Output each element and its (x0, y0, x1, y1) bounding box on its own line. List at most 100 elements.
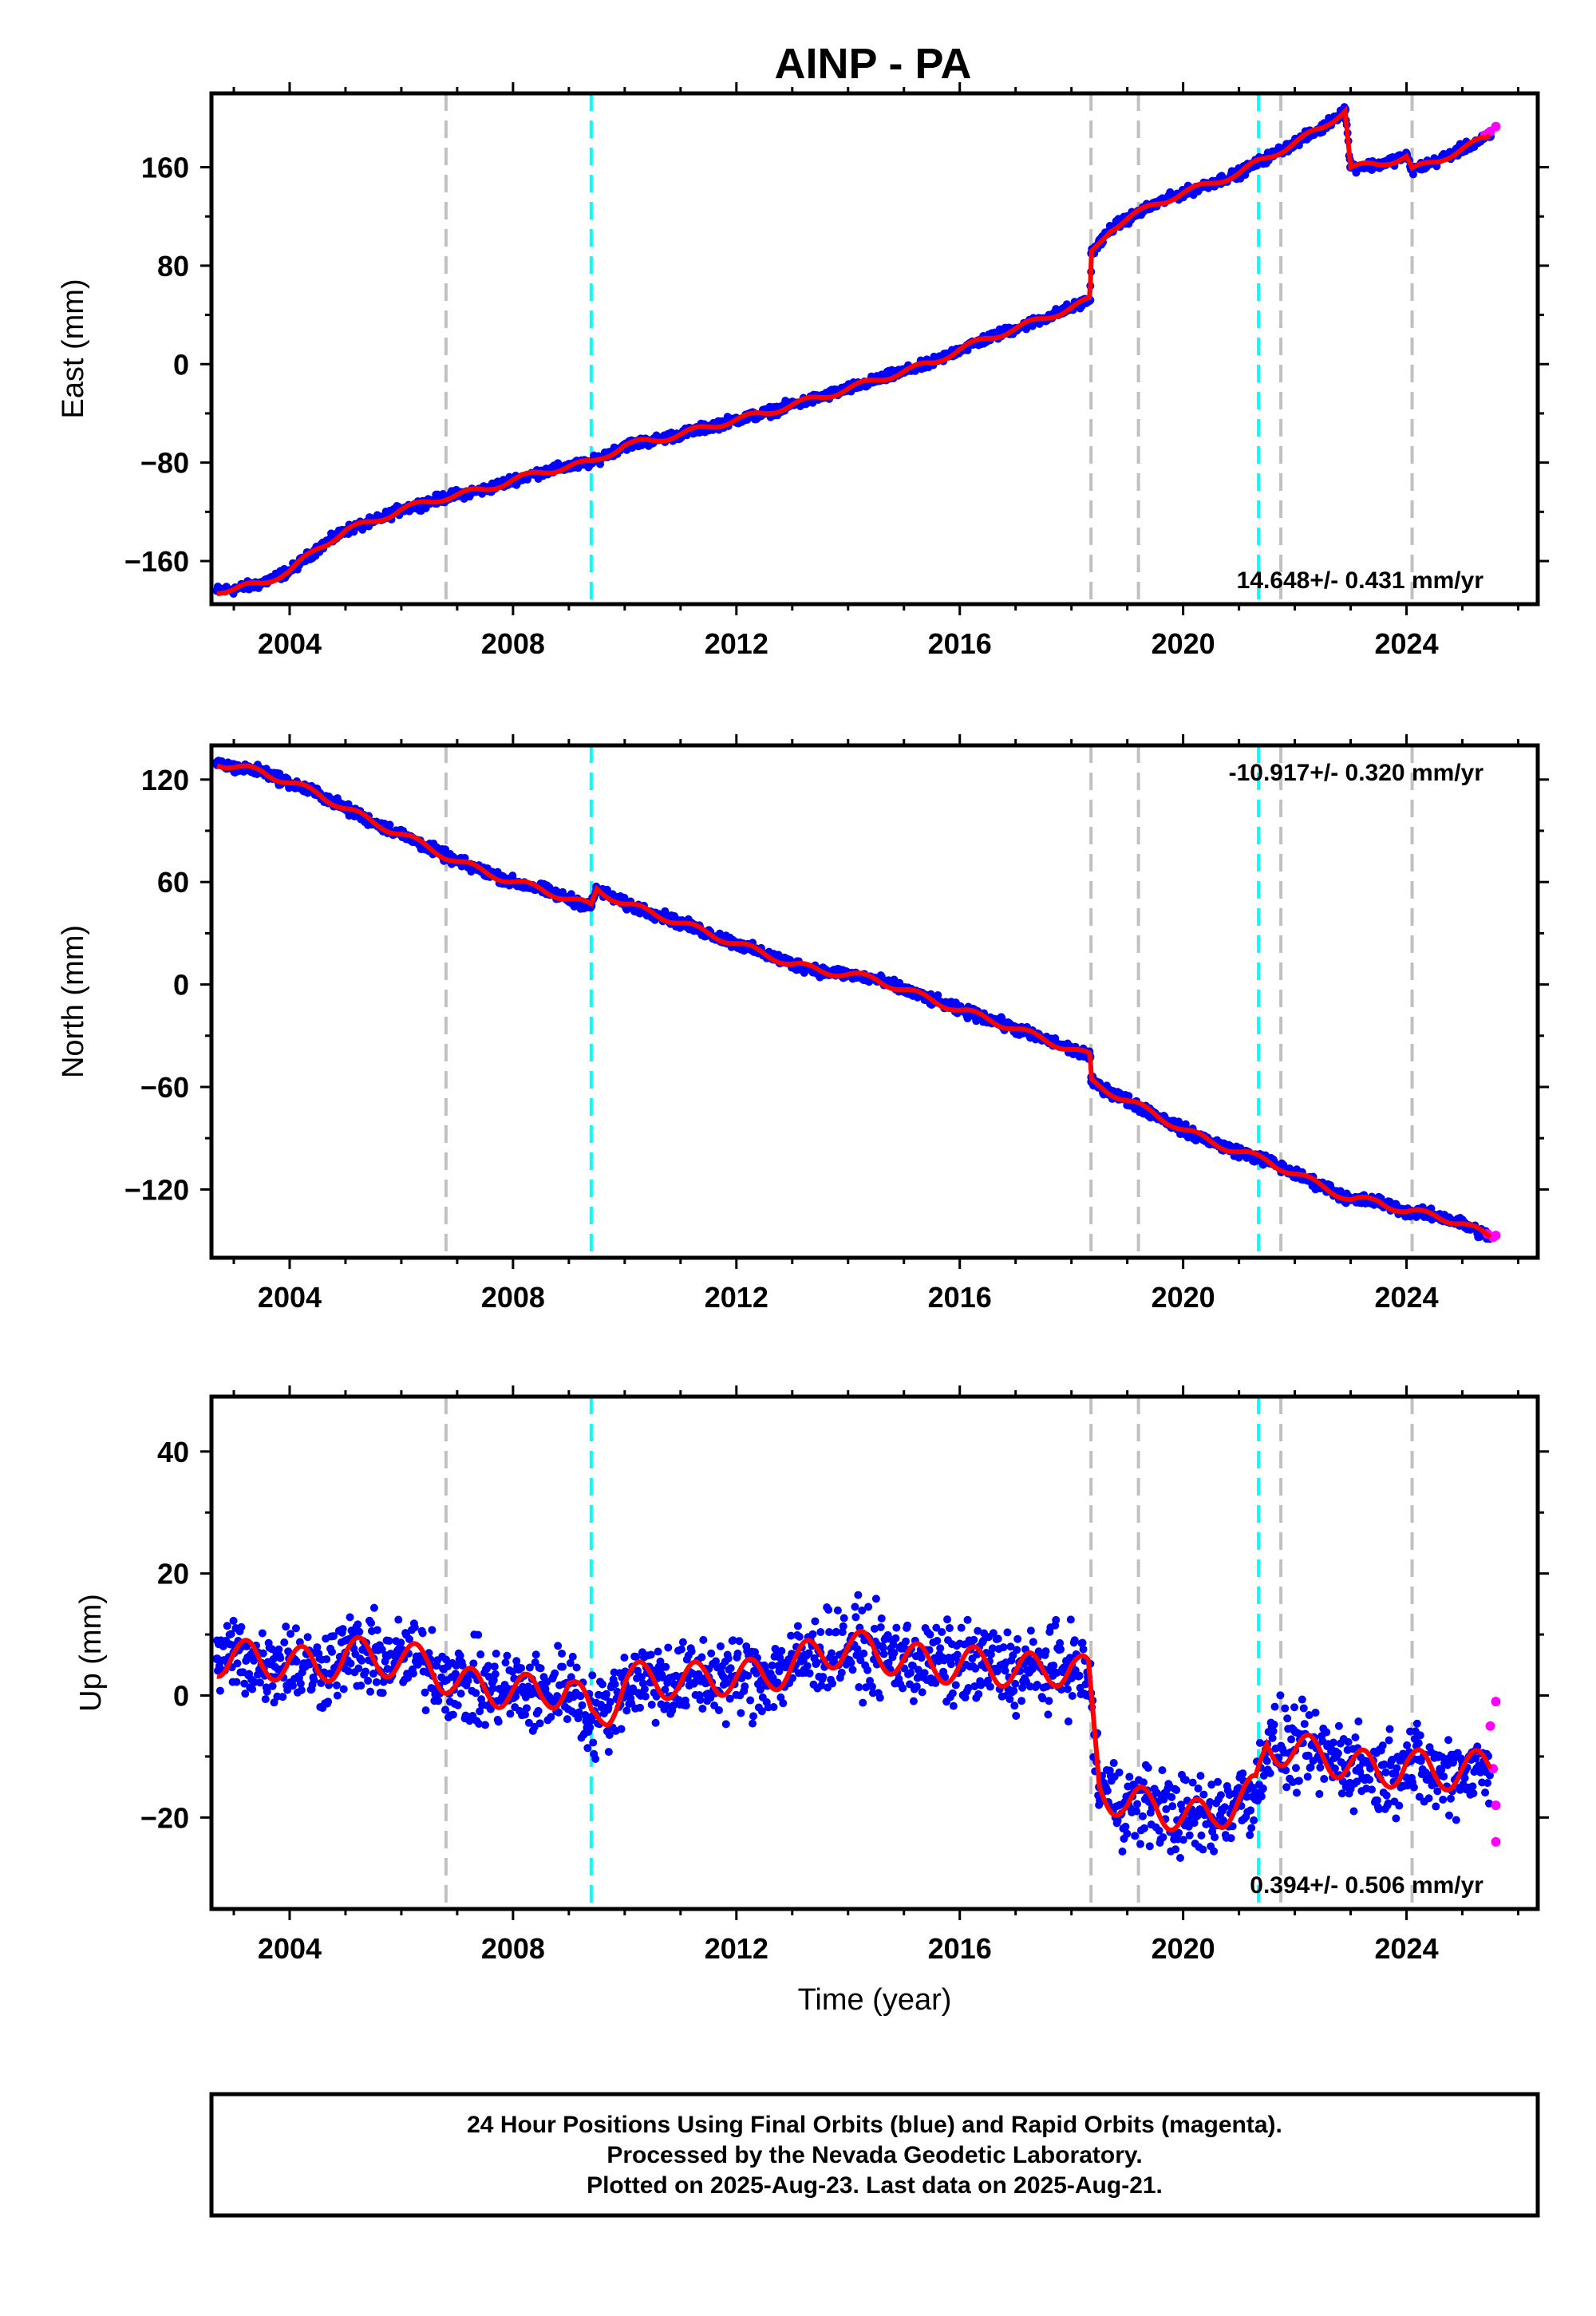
up-final-point (1069, 1692, 1077, 1700)
up-final-point (1266, 1769, 1274, 1777)
up-final-point (419, 1629, 427, 1637)
up-final-point (974, 1690, 982, 1698)
up-final-point (744, 1672, 752, 1680)
up-final-point (682, 1701, 690, 1709)
north-y-tick-label: 120 (141, 764, 189, 796)
up-final-point (216, 1687, 224, 1695)
up-final-point (863, 1666, 871, 1674)
east-panel: 2004 2008 2012 2016 2020 2024−160−80080160Eas… (57, 82, 1549, 660)
up-final-point (573, 1663, 581, 1671)
up-final-point (340, 1685, 348, 1693)
up-final-point (662, 1663, 670, 1671)
up-final-point (1322, 1729, 1330, 1737)
up-final-point (1131, 1832, 1139, 1840)
up-final-point (737, 1709, 745, 1717)
up-final-point (1065, 1717, 1073, 1725)
up-final-point (598, 1681, 606, 1689)
north-x-tick-label: 2016 (928, 1281, 992, 1314)
up-final-point (591, 1755, 599, 1763)
up-final-point (1044, 1710, 1052, 1718)
up-final-point (328, 1648, 336, 1656)
up-final-point (454, 1701, 462, 1709)
up-final-point (809, 1630, 817, 1638)
up-final-point (559, 1663, 567, 1671)
up-final-point (725, 1654, 733, 1662)
up-final-point (696, 1696, 704, 1704)
up-final-point (1283, 1714, 1291, 1722)
up-final-point (1123, 1830, 1131, 1838)
up-final-point (1012, 1712, 1020, 1720)
up-final-point (366, 1688, 374, 1696)
up-final-point (877, 1623, 885, 1631)
up-final-point (1263, 1757, 1271, 1765)
up-final-point (1110, 1759, 1118, 1767)
up-final-point (697, 1653, 705, 1661)
up-final-point (636, 1704, 644, 1712)
up-final-point (1052, 1616, 1060, 1624)
up-final-point (1133, 1800, 1141, 1808)
up-final-point (1282, 1783, 1290, 1791)
up-final-point (648, 1701, 656, 1709)
up-panel: 2004 2008 2012 2016 2020 2024−2002040Up (mm)T… (74, 1385, 1549, 2017)
up-final-point (1329, 1738, 1337, 1746)
up-final-point (859, 1699, 867, 1707)
up-final-point (1195, 1784, 1203, 1792)
up-final-point (379, 1689, 387, 1697)
up-final-point (1315, 1790, 1323, 1798)
up-final-point (855, 1683, 863, 1691)
up-final-point (449, 1711, 457, 1719)
up-final-point (1214, 1778, 1222, 1786)
up-final-point (1067, 1615, 1075, 1623)
east-y-tick-label: 80 (157, 250, 189, 283)
up-final-point (357, 1682, 365, 1690)
up-final-point (394, 1616, 402, 1624)
up-final-point (1167, 1793, 1175, 1801)
up-final-point (354, 1620, 361, 1628)
north-rapid-point (1491, 1231, 1501, 1240)
up-final-point (241, 1690, 249, 1697)
figure: AINP - PA 2004 2008 2012 2016 2020 2024−160−8… (0, 0, 1596, 2316)
up-final-point (938, 1628, 946, 1636)
up-final-point (848, 1666, 856, 1674)
up-final-point (230, 1617, 238, 1625)
north-y-tick-label: 60 (157, 866, 189, 899)
up-final-point (620, 1654, 628, 1662)
up-final-point (1172, 1786, 1180, 1794)
up-final-point (536, 1719, 544, 1727)
up-final-point (282, 1622, 290, 1630)
up-final-point (838, 1669, 846, 1677)
up-final-point (1250, 1816, 1258, 1824)
up-final-point (688, 1647, 696, 1655)
up-final-point (946, 1624, 954, 1632)
up-final-point (385, 1637, 393, 1645)
up-final-point (892, 1624, 900, 1632)
up-final-point (952, 1681, 960, 1689)
up-final-point (1290, 1703, 1298, 1711)
up-final-point (735, 1637, 743, 1645)
up-final-point (811, 1617, 819, 1625)
up-final-point (878, 1614, 886, 1622)
up-final-point (1320, 1775, 1328, 1783)
up-final-point (588, 1671, 596, 1679)
up-final-point (777, 1647, 785, 1655)
up-final-point (851, 1613, 859, 1621)
up-final-point (796, 1633, 804, 1641)
up-final-point (1121, 1823, 1129, 1831)
north-x-tick-label: 2004 (258, 1281, 322, 1314)
up-final-point (851, 1603, 859, 1611)
north-x-tick-label: 2012 (705, 1281, 768, 1314)
up-final-point (1259, 1784, 1267, 1792)
east-x-tick-label: 2004 (258, 627, 322, 660)
up-final-point (933, 1637, 941, 1645)
up-final-point (1029, 1638, 1037, 1646)
up-final-point (289, 1682, 297, 1690)
up-final-point (1168, 1802, 1176, 1810)
up-final-point (727, 1664, 735, 1672)
up-final-point (428, 1626, 436, 1634)
up-final-point (618, 1725, 626, 1733)
up-final-point (970, 1636, 978, 1644)
up-final-point (1276, 1691, 1284, 1699)
east-rate-label: 14.648+/- 0.431 mm/yr (1237, 567, 1484, 594)
north-rate-label: -10.917+/- 0.320 mm/yr (1229, 760, 1484, 786)
up-final-point (947, 1660, 955, 1668)
